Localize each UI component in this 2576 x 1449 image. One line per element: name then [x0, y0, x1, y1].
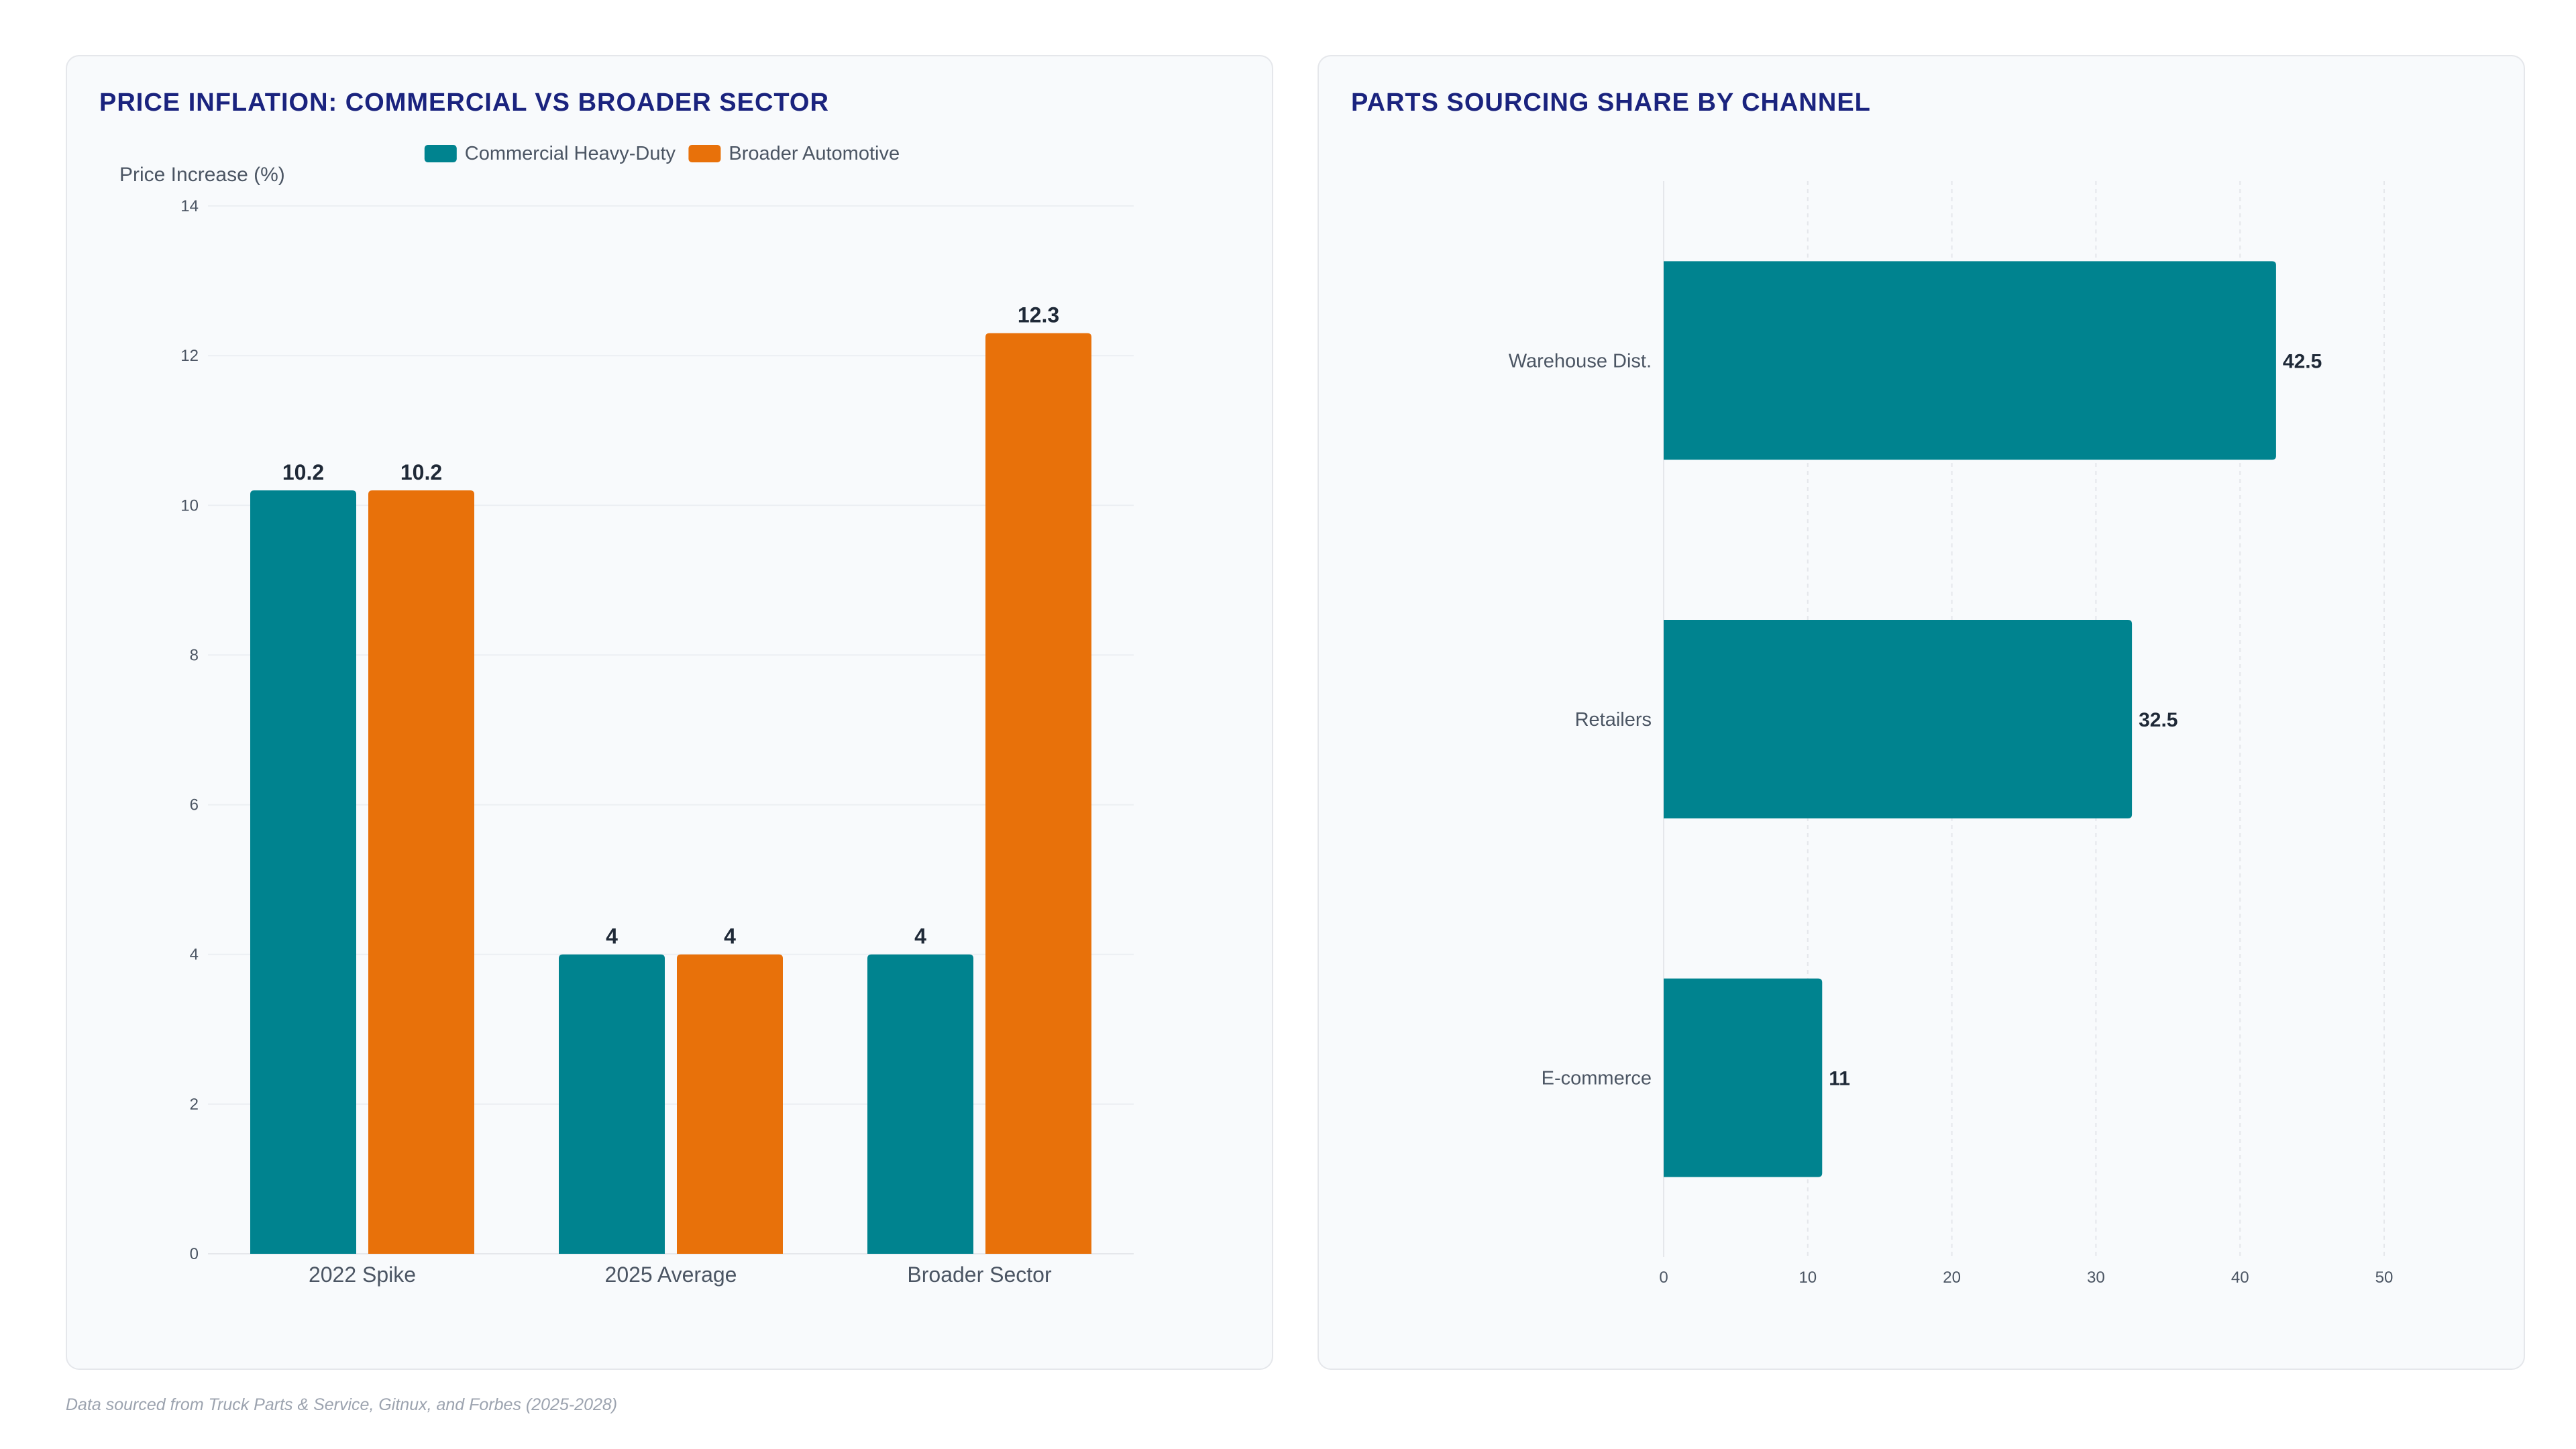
bar-retailers: [1664, 620, 2133, 818]
price-inflation-chart: Price Increase (%) 0 2 4 6 8 10 12 14 Commercial …: [119, 143, 1134, 1287]
data-label-e-commerce: 11: [1829, 1068, 1850, 1090]
x-tick-label: 20: [1943, 1269, 1961, 1287]
x-tick-label-2025-average: 2025 Average: [605, 1263, 737, 1287]
y-tick-label: 10: [180, 496, 199, 515]
y-tick-label-retailers: Retailers: [1575, 709, 1652, 731]
data-label-commercial-heavy-duty-2022-spike: 10.2: [282, 460, 324, 484]
data-label-broader-automotive-2022-spike: 10.2: [400, 460, 442, 484]
legend-swatch-broader-automotive: [688, 145, 721, 162]
y-tick-label: 2: [190, 1095, 199, 1114]
y-tick-label: 12: [180, 347, 199, 365]
bar-e-commerce: [1664, 978, 1823, 1177]
bar-commercial-heavy-duty-broader-sector: [867, 954, 973, 1254]
x-tick-label: 0: [1659, 1269, 1668, 1287]
y-tick-label: 4: [190, 946, 199, 964]
bar-broader-automotive-broader-sector: [985, 333, 1091, 1254]
x-tick-label: 30: [2087, 1269, 2105, 1287]
data-label-warehouse-dist: 42.5: [2283, 350, 2322, 372]
y-tick-label-warehouse-dist: Warehouse Dist.: [1509, 350, 1652, 372]
bar-broader-automotive-2022-spike: [368, 490, 474, 1254]
data-label-commercial-heavy-duty-2025-average: 4: [606, 924, 618, 949]
bar-commercial-heavy-duty-2025-average: [559, 954, 665, 1254]
sourcing-share-chart-title: PARTS SOURCING SHARE BY CHANNEL: [1351, 89, 1871, 117]
data-label-broader-automotive-2025-average: 4: [724, 924, 736, 949]
y-tick-label: 6: [190, 796, 199, 814]
y-tick-label: 0: [190, 1245, 199, 1263]
x-tick-label: 40: [2231, 1269, 2249, 1287]
x-tick-label-2022-spike: 2022 Spike: [309, 1263, 416, 1287]
bar-commercial-heavy-duty-2022-spike: [250, 490, 356, 1254]
y-tick-label-e-commerce: E-commerce: [1542, 1068, 1652, 1089]
chart-legend: Commercial Heavy-Duty Broader Automotive: [424, 143, 900, 164]
x-tick-label-broader-sector: Broader Sector: [907, 1263, 1052, 1287]
legend-label-commercial-heavy-duty: Commercial Heavy-Duty: [465, 143, 676, 164]
x-tick-label: 10: [1799, 1269, 1817, 1287]
y-tick-label: 8: [190, 646, 199, 664]
price-inflation-chart-title: PRICE INFLATION: COMMERCIAL VS BROADER S…: [99, 89, 829, 117]
data-label-retailers: 32.5: [2139, 709, 2178, 731]
legend-swatch-commercial-heavy-duty: [424, 145, 457, 162]
price-inflation-chart-panel: PRICE INFLATION: COMMERCIAL VS BROADER S…: [66, 55, 1273, 1370]
y-axis-label: Price Increase (%): [119, 164, 285, 186]
bar-warehouse-dist: [1664, 261, 2276, 460]
bar-broader-automotive-2025-average: [677, 954, 783, 1254]
x-tick-label: 50: [2375, 1269, 2394, 1287]
sourcing-share-chart-panel: PARTS SOURCING SHARE BY CHANNEL 0 10 20 30 4…: [1318, 55, 2525, 1370]
data-label-commercial-heavy-duty-broader-sector: 4: [914, 924, 926, 949]
data-label-broader-automotive-broader-sector: 12.3: [1018, 303, 1059, 327]
sourcing-share-chart: 0 10 20 30 40 50 42.5 Warehouse Dist. 32.5 Retail…: [1509, 181, 2394, 1287]
y-tick-label: 14: [180, 197, 199, 215]
source-footnote: Data sourced from Truck Parts & Service,…: [66, 1395, 618, 1414]
legend-label-broader-automotive: Broader Automotive: [729, 143, 900, 164]
